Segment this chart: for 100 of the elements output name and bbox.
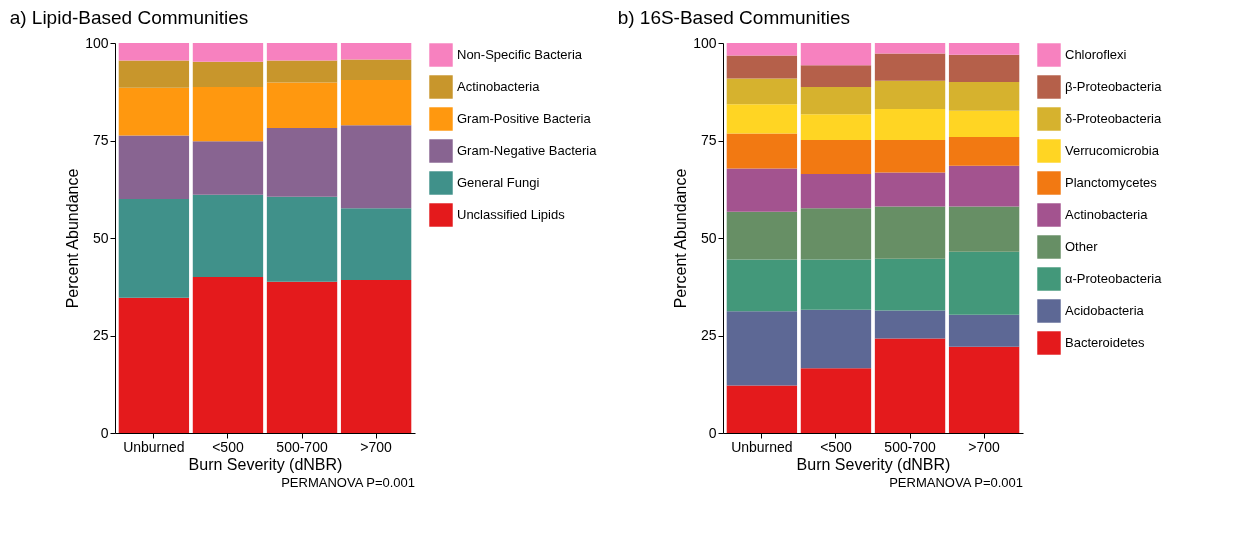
bar — [800, 114, 872, 141]
legend-label: α-Proteobacteria — [1065, 271, 1163, 286]
bar — [118, 60, 190, 88]
x-tick-label: 500-700 — [884, 438, 936, 455]
bar — [948, 165, 1020, 207]
bar — [340, 125, 412, 209]
bar — [118, 87, 190, 136]
x-tick-label: Unburned — [731, 438, 793, 455]
legend-label: Other — [1065, 239, 1099, 254]
bar — [800, 65, 872, 88]
x-axis-title: Burn Severity (dNBR) — [796, 455, 951, 473]
bar — [874, 338, 946, 433]
bar — [948, 110, 1020, 137]
legend-label: General Fungi — [457, 175, 540, 190]
bar — [948, 206, 1020, 252]
bar — [192, 277, 264, 433]
y-tick-label: 50 — [700, 229, 717, 246]
bar — [800, 208, 872, 260]
bar — [726, 133, 798, 169]
legend-label: Planctomycetes — [1065, 175, 1158, 190]
y-tick-label: 25 — [700, 327, 717, 343]
bar — [874, 258, 946, 311]
x-axis-title: Burn Severity (dNBR) — [188, 455, 343, 473]
y-tick-label: 100 — [85, 34, 109, 51]
y-tick-label: 75 — [700, 132, 717, 148]
x-tick-label: >700 — [360, 438, 393, 455]
bar — [192, 194, 264, 277]
chart-title: b) 16S-Based Communities — [617, 7, 850, 28]
y-tick-label: 75 — [92, 132, 109, 148]
legend-label: Gram-Negative Bacteria — [457, 143, 598, 158]
bar — [192, 141, 264, 195]
bar — [118, 199, 190, 298]
bar — [800, 140, 872, 175]
bar — [192, 87, 264, 142]
bar — [118, 297, 190, 433]
legend-label: Chloroflexi — [1065, 47, 1127, 62]
bar — [874, 108, 946, 141]
bar — [800, 368, 872, 433]
legend-label: Actinobacteria — [1065, 207, 1149, 222]
legend-label: Non-Specific Bacteria — [457, 47, 583, 62]
bar — [800, 259, 872, 310]
bar — [948, 54, 1020, 82]
x-tick-label: Unburned — [123, 438, 185, 455]
legend-label: Bacteroidetes — [1065, 335, 1145, 350]
y-tick-label: 50 — [92, 229, 109, 246]
bar — [266, 60, 338, 83]
bar — [874, 206, 946, 259]
bar — [266, 281, 338, 433]
x-tick-label: <500 — [820, 438, 852, 455]
bar — [874, 80, 946, 109]
y-tick-label: 0 — [100, 424, 109, 441]
bar — [726, 259, 798, 312]
bar — [266, 128, 338, 197]
bar — [726, 43, 798, 56]
x-tick-label: 500-700 — [276, 438, 328, 455]
bar — [800, 309, 872, 369]
bar — [118, 135, 190, 199]
bar — [192, 43, 264, 62]
bar — [340, 80, 412, 126]
y-axis-title: Percent Abundance — [64, 168, 82, 309]
bar — [118, 43, 190, 61]
bar — [726, 78, 798, 105]
bar — [340, 59, 412, 81]
bar — [726, 311, 798, 386]
bar — [726, 168, 798, 212]
bar — [800, 43, 872, 66]
bar — [800, 174, 872, 209]
bar — [266, 43, 338, 61]
bar — [800, 87, 872, 115]
y-tick-label: 25 — [92, 327, 109, 343]
bar — [948, 346, 1020, 433]
legend-label: Actinobacteria — [457, 79, 541, 94]
bar — [874, 172, 946, 207]
legend-label: Verrucomicrobia — [1065, 143, 1160, 158]
bar — [340, 43, 412, 60]
text: PERMANOVA P=0.001 — [889, 475, 1023, 490]
bar — [726, 55, 798, 79]
legend-label: δ-Proteobacteria — [1065, 111, 1162, 126]
y-axis-title: Percent Abundance — [672, 168, 690, 309]
bar — [726, 211, 798, 260]
legend-label: Gram-Positive Bacteria — [457, 111, 592, 126]
bar — [948, 251, 1020, 315]
bar — [726, 385, 798, 433]
x-tick-label: <500 — [212, 438, 244, 455]
bar — [874, 310, 946, 339]
text: PERMANOVA P=0.001 — [281, 475, 415, 490]
bar — [948, 314, 1020, 347]
legend-label: β-Proteobacteria — [1065, 79, 1163, 94]
legend-label: Acidobacteria — [1065, 303, 1145, 318]
legend-label: Unclassified Lipids — [457, 207, 566, 222]
bar — [948, 82, 1020, 111]
y-tick-label: 100 — [693, 34, 717, 51]
bar — [340, 208, 412, 281]
bar — [874, 140, 946, 173]
bar — [192, 61, 264, 88]
bar — [266, 82, 338, 129]
bar — [874, 53, 946, 81]
y-tick-label: 0 — [708, 424, 717, 441]
bar — [948, 136, 1020, 166]
chart-title: a) Lipid-Based Communities — [9, 7, 249, 28]
